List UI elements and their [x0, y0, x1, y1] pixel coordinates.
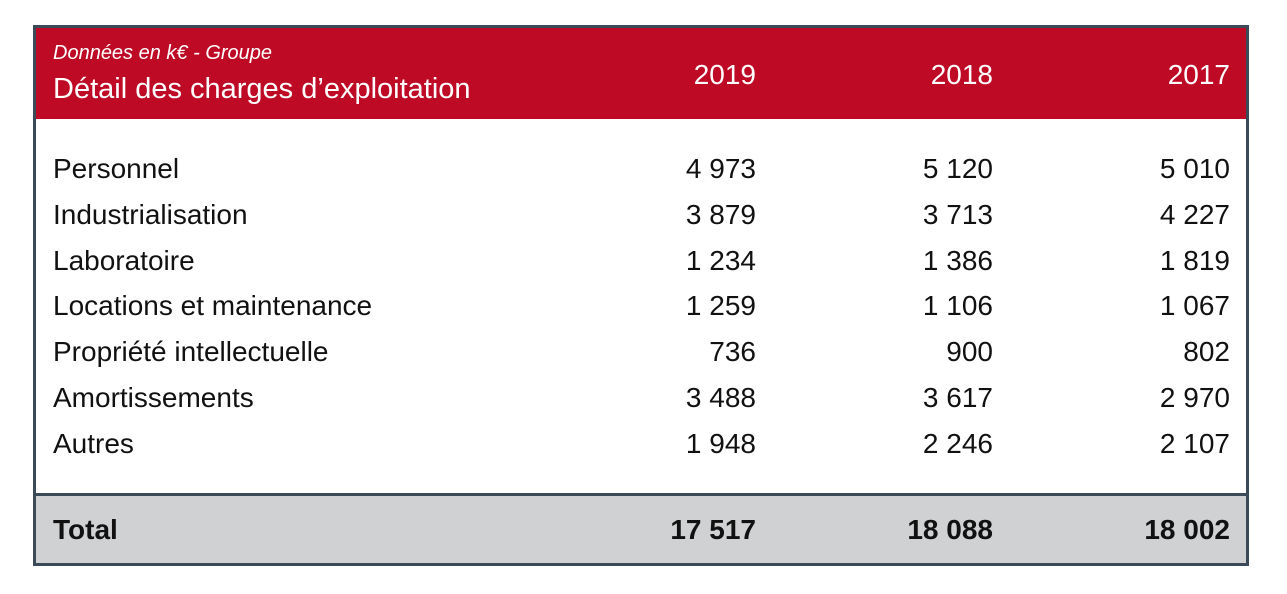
row-label: Industrialisation	[53, 198, 248, 230]
charges-table: Données en k€ - Groupe Détail des charge…	[33, 25, 1249, 566]
row-value-2019: 1 259	[685, 290, 756, 322]
total-value-2017: 18 002	[1144, 514, 1230, 545]
year-header-2017: 2017	[1167, 59, 1230, 90]
row-value-2018: 3 713	[922, 198, 993, 230]
row-value-2017: 1 819	[1159, 244, 1230, 276]
total-value-2018: 18 088	[907, 514, 993, 545]
table-row: Industrialisation 3 879 3 713 4 227	[36, 197, 1246, 243]
table-subtitle: Données en k€ - Groupe	[53, 42, 273, 64]
total-value-2019: 17 517	[670, 514, 756, 545]
total-label: Total	[53, 514, 118, 545]
row-value-2018: 1 106	[922, 290, 993, 322]
row-label: Autres	[53, 427, 134, 459]
row-label: Amortissements	[53, 381, 254, 413]
row-value-2019: 4 973	[685, 153, 756, 184]
year-header-2019: 2019	[693, 59, 756, 90]
row-value-2019: 1 234	[685, 244, 756, 276]
row-label: Personnel	[53, 153, 180, 184]
table-row: Locations et maintenance 1 259 1 106 1 0…	[36, 288, 1246, 334]
row-value-2017: 1 067	[1159, 290, 1230, 322]
table-row: Autres 1 948 2 246 2 107	[36, 426, 1246, 472]
row-value-2018: 3 617	[922, 381, 993, 413]
row-label: Propriété intellectuelle	[53, 336, 329, 368]
row-value-2018: 2 246	[922, 427, 993, 459]
table-header: Données en k€ - Groupe Détail des charge…	[36, 28, 1246, 119]
row-value-2017: 2 970	[1159, 381, 1230, 413]
row-value-2018: 5 120	[922, 153, 993, 184]
total-row: Total 17 517 18 088 18 002	[36, 496, 1246, 563]
table-body: Personnel 4 973 5 120 5 010 Industrialis…	[36, 151, 1246, 472]
row-value-2018: 1 386	[922, 244, 993, 276]
row-value-2019: 736	[709, 336, 756, 368]
row-value-2017: 4 227	[1159, 198, 1230, 230]
row-value-2019: 3 879	[685, 198, 756, 230]
total-divider	[36, 493, 1246, 496]
row-value-2019: 3 488	[685, 381, 756, 413]
table-title: Détail des charges d’exploitation	[53, 73, 471, 105]
table-row: Personnel 4 973 5 120 5 010	[36, 151, 1246, 197]
table-row: Laboratoire 1 234 1 386 1 819	[36, 243, 1246, 289]
row-value-2017: 802	[1183, 336, 1230, 368]
year-header-2018: 2018	[930, 59, 993, 90]
row-label: Laboratoire	[53, 244, 195, 276]
table-row: Amortissements 3 488 3 617 2 970	[36, 380, 1246, 426]
row-value-2018: 900	[946, 336, 993, 368]
row-value-2019: 1 948	[685, 427, 756, 459]
row-value-2017: 2 107	[1159, 427, 1230, 459]
row-label: Locations et maintenance	[53, 290, 373, 322]
table-row: Propriété intellectuelle 736 900 802	[36, 334, 1246, 380]
row-value-2017: 5 010	[1159, 153, 1230, 184]
